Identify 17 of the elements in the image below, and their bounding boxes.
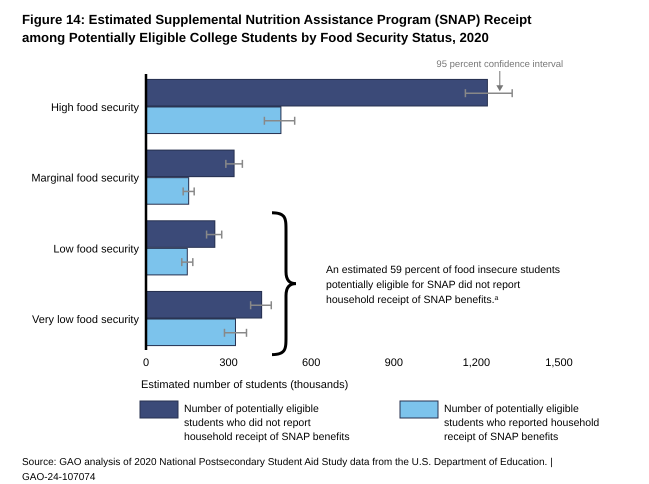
legend-label: Number of potentially eligible students who did not report household receipt of SNAP benefits [184, 403, 350, 443]
legend-label: Number of potentially eligible students who reported household receipt of SNAP benefits [444, 403, 600, 443]
x-axis-title: Estimated number of students (thousands) [141, 379, 348, 391]
y-tick-label: Very low food security [32, 314, 140, 326]
x-tick-label: 1,500 [545, 357, 573, 369]
x-tick-label: 1,200 [462, 357, 490, 369]
source-note: Source: GAO analysis of 2020 National Postsecondary Student Aid Study data from the U.S. Department of Education. | GAO-24-107074 [22, 457, 553, 483]
annotation: An estimated 59 percent of food insecure students potentially eligible for SNAP did not report household receipt of SNAP benefits.$^{a}$ [326, 264, 560, 306]
x-tick-label: 600 [302, 357, 320, 369]
x-tick-label: 0 [142, 357, 150, 369]
x-tick-label: 300 [219, 357, 238, 369]
y-tick-label: High food security [50, 102, 140, 114]
y-tick-label: Marginal food security [31, 172, 140, 185]
x-tick-label: 900 [384, 357, 403, 369]
y-tick-label: Low food security [53, 243, 140, 256]
text: 95 percent confidence interval [436, 59, 564, 70]
chart-title: Figure 14: Estimated Supplemental Nutrition Assistance Program (SNAP) Receipt among Potentially Eligible College Students by Food Security Status, 2020 [22, 12, 532, 45]
